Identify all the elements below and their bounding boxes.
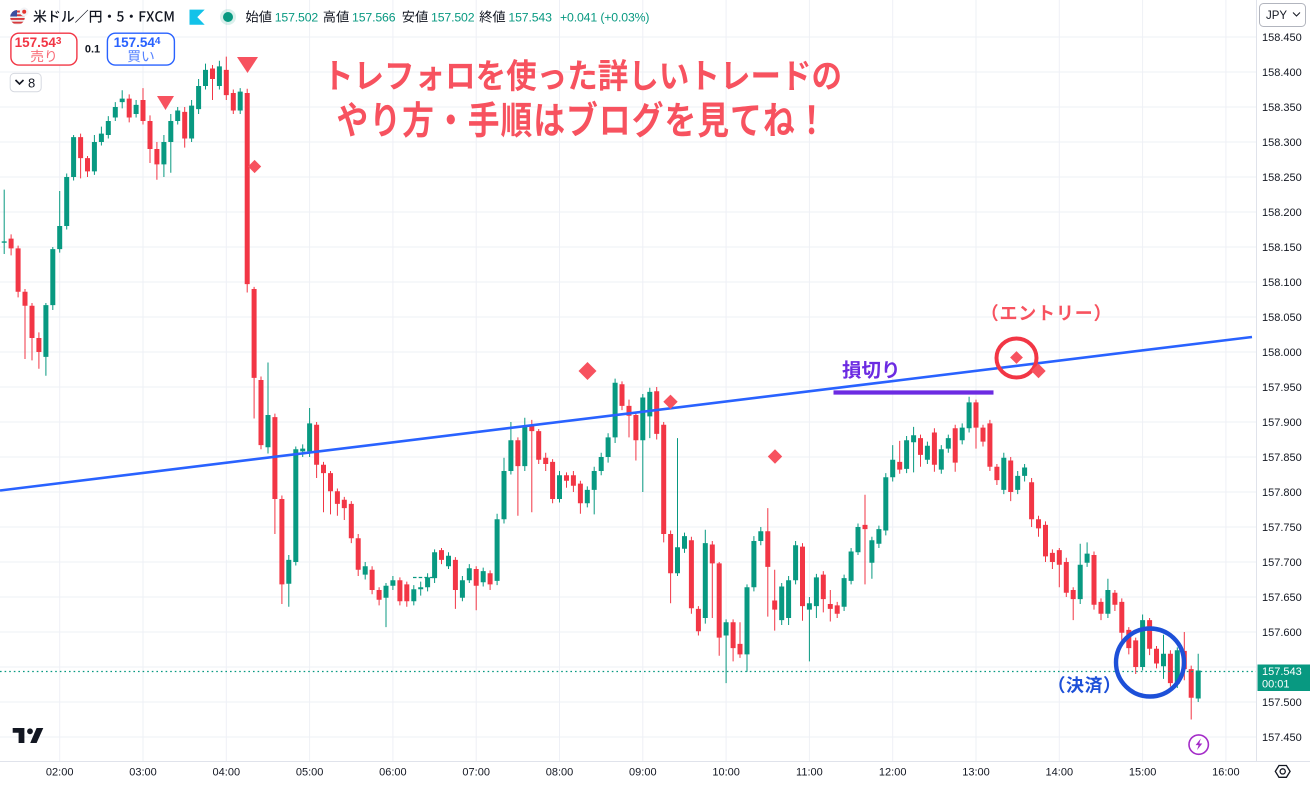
- svg-text:02:00: 02:00: [46, 767, 74, 779]
- svg-text:157.543: 157.543: [508, 11, 552, 25]
- svg-text:157.450: 157.450: [1262, 732, 1302, 744]
- svg-text:158.400: 158.400: [1262, 67, 1302, 79]
- svg-text:16:00: 16:00: [1212, 767, 1240, 779]
- svg-text:157.650: 157.650: [1262, 592, 1302, 604]
- svg-text:08:00: 08:00: [546, 767, 574, 779]
- svg-text:158.150: 158.150: [1262, 242, 1302, 254]
- svg-text:157.500: 157.500: [1262, 697, 1302, 709]
- svg-text:157.600: 157.600: [1262, 627, 1302, 639]
- svg-text:00:01: 00:01: [1262, 679, 1290, 691]
- svg-text:12:00: 12:00: [879, 767, 907, 779]
- svg-text:157.850: 157.850: [1262, 452, 1302, 464]
- svg-text:04:00: 04:00: [213, 767, 241, 779]
- svg-text:09:00: 09:00: [629, 767, 657, 779]
- svg-text:158.350: 158.350: [1262, 102, 1302, 114]
- svg-text:15:00: 15:00: [1129, 767, 1157, 779]
- svg-text:158.050: 158.050: [1262, 312, 1302, 324]
- svg-text:03:00: 03:00: [129, 767, 157, 779]
- svg-text:158.100: 158.100: [1262, 277, 1302, 289]
- svg-text:06:00: 06:00: [379, 767, 407, 779]
- svg-text:JPY: JPY: [1266, 10, 1287, 22]
- svg-text:07:00: 07:00: [462, 767, 490, 779]
- svg-text:157.800: 157.800: [1262, 487, 1302, 499]
- svg-text:14:00: 14:00: [1046, 767, 1074, 779]
- svg-text:0.1: 0.1: [85, 43, 100, 55]
- svg-text:157.544: 157.544: [114, 35, 161, 50]
- svg-text:+0.041 (+0.03%): +0.041 (+0.03%): [560, 11, 649, 25]
- svg-text:13:00: 13:00: [962, 767, 990, 779]
- svg-text:10:00: 10:00: [712, 767, 740, 779]
- svg-text:11:00: 11:00: [796, 767, 823, 779]
- svg-text:05:00: 05:00: [296, 767, 324, 779]
- svg-text:157.900: 157.900: [1262, 417, 1302, 429]
- svg-text:157.700: 157.700: [1262, 557, 1302, 569]
- svg-text:8: 8: [28, 76, 35, 91]
- svg-text:157.502: 157.502: [275, 11, 319, 25]
- svg-text:158.450: 158.450: [1262, 32, 1302, 44]
- svg-text:157.543: 157.543: [15, 35, 62, 50]
- svg-text:157.950: 157.950: [1262, 382, 1302, 394]
- svg-text:157.502: 157.502: [431, 11, 475, 25]
- svg-text:157.543: 157.543: [1262, 666, 1302, 678]
- svg-text:158.200: 158.200: [1262, 207, 1302, 219]
- svg-text:157.750: 157.750: [1262, 522, 1302, 534]
- svg-text:157.566: 157.566: [352, 11, 396, 25]
- svg-text:158.300: 158.300: [1262, 137, 1302, 149]
- svg-text:158.000: 158.000: [1262, 347, 1302, 359]
- svg-text:158.250: 158.250: [1262, 172, 1302, 184]
